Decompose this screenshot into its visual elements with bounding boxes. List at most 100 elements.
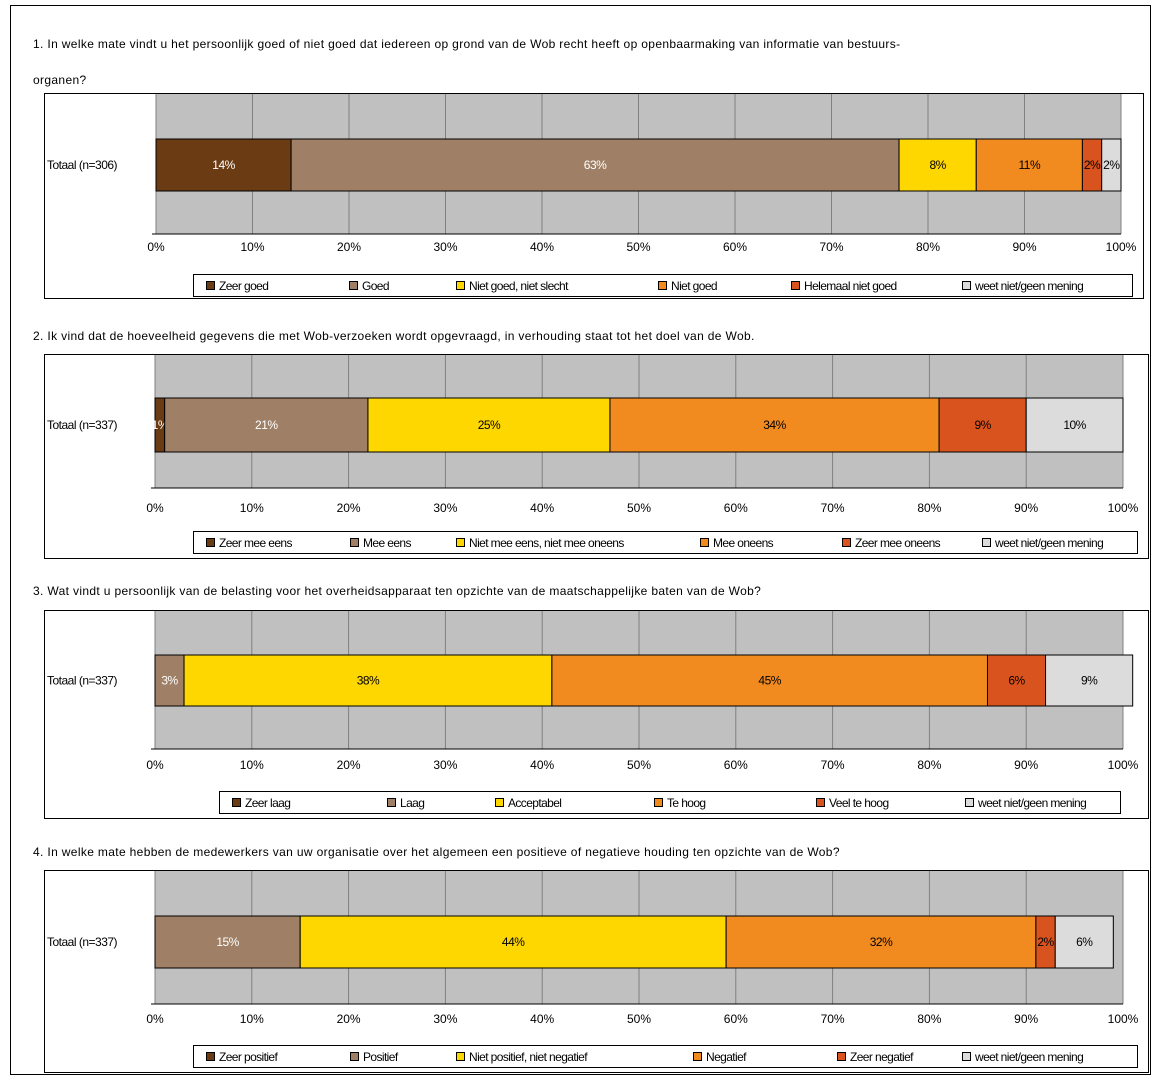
x-tick-label: 100%	[1106, 240, 1137, 254]
x-tick-label: 80%	[917, 758, 941, 772]
x-tick-label: 70%	[821, 1012, 845, 1026]
chart-1-plot: 14% 63% 8% 11% 2% 2% Totaal (n=306) 0% 10% 20% 30%…	[47, 94, 1137, 254]
legend-label: Positief	[363, 1049, 398, 1064]
legend-label: Goed	[362, 278, 390, 293]
x-tick-label: 30%	[433, 758, 457, 772]
legend-item: Laag	[387, 792, 425, 813]
legend-label: Acceptabel	[508, 795, 562, 810]
legend-label: Niet mee eens, niet mee oneens	[469, 535, 624, 550]
data-label: 6%	[1076, 935, 1093, 949]
legend-swatch	[206, 281, 215, 290]
legend-label: weet niet/geen mening	[975, 1049, 1084, 1064]
x-tick-label: 60%	[724, 1012, 748, 1026]
data-label: 9%	[1081, 674, 1098, 688]
legend-label: Mee eens	[363, 535, 412, 550]
x-tick-label: 20%	[337, 501, 361, 515]
x-tick-label: 90%	[1014, 1012, 1038, 1026]
bar-segment-6	[1025, 397, 1124, 453]
x-tick-label: 10%	[240, 758, 264, 772]
bar-segment-6	[1054, 915, 1114, 969]
x-tick-label: 0%	[146, 501, 164, 515]
legend-label: Laag	[400, 795, 425, 810]
legend-item: Zeer mee eens	[206, 532, 293, 553]
data-label: 44%	[502, 935, 525, 949]
legend-swatch	[842, 538, 851, 547]
x-tick-label: 40%	[530, 240, 554, 254]
x-tick-label: 100%	[1108, 1012, 1139, 1026]
data-label: 14%	[212, 158, 235, 172]
question-1-title-line-1: 1. In welke mate vindt u het persoonlijk…	[33, 37, 901, 51]
data-label: 2%	[1103, 158, 1120, 172]
legend-swatch	[962, 281, 971, 290]
legend-label: Veel te hoog	[829, 795, 889, 810]
data-label: 6%	[1008, 674, 1025, 688]
x-tick-label: 20%	[337, 240, 361, 254]
legend-label: Mee oneens	[713, 535, 774, 550]
legend-label: Niet goed	[671, 278, 718, 293]
legend-label: Niet positief, niet negatief	[469, 1049, 588, 1064]
category-label: Totaal (n=337)	[47, 935, 118, 949]
legend-swatch	[456, 1052, 465, 1061]
chart-1: 14% 63% 8% 11% 2% 2% Totaal (n=306) 0% 10% 20% 30%…	[44, 93, 1144, 299]
bar-segment-4	[551, 654, 988, 707]
bar-segment-6	[1101, 138, 1122, 192]
data-label: 8%	[929, 158, 946, 172]
x-tick-label: 60%	[723, 240, 747, 254]
legend-item: Zeer negatief	[837, 1046, 914, 1067]
legend-label: Helemaal niet goed	[804, 278, 897, 293]
bar-segment-6	[1045, 654, 1134, 707]
data-label: 2%	[1037, 935, 1054, 949]
bar-segment-2	[154, 915, 301, 969]
legend-item: Zeer laag	[232, 792, 291, 813]
x-tick-label: 70%	[819, 240, 843, 254]
x-tick-label: 60%	[724, 501, 748, 515]
legend-label: Niet goed, niet slecht	[469, 278, 568, 293]
x-tick-label: 20%	[337, 758, 361, 772]
chart-4-legend: Zeer positief Positief Niet positief, niet…	[193, 1045, 1138, 1068]
legend-swatch	[349, 281, 358, 290]
legend-label: Zeer goed	[219, 278, 269, 293]
legend-item: Negatief	[693, 1046, 747, 1067]
legend-label: weet niet/geen mening	[978, 795, 1087, 810]
x-tick-label: 0%	[146, 1012, 164, 1026]
x-tick-label: 70%	[821, 501, 845, 515]
legend-item: Niet goed	[658, 275, 718, 296]
x-tick-label: 10%	[240, 1012, 264, 1026]
x-tick-label: 70%	[821, 758, 845, 772]
legend-item: Zeer mee oneens	[842, 532, 941, 553]
legend-item: Te hoog	[654, 792, 706, 813]
legend-item: Niet positief, niet negatief	[456, 1046, 588, 1067]
category-label: Totaal (n=306)	[47, 158, 118, 172]
legend-swatch	[456, 538, 465, 547]
legend-item: Acceptabel	[495, 792, 562, 813]
chart-3-legend: Zeer laag Laag Acceptabel Te hoog Veel te ho…	[219, 791, 1121, 814]
data-label: 38%	[357, 674, 380, 688]
question-3-title: 3. Wat vindt u persoonlijk van de belast…	[33, 584, 762, 598]
chart-1-legend: Zeer goed Goed Niet goed, niet slecht Niet …	[193, 274, 1133, 297]
legend-swatch	[658, 281, 667, 290]
data-label: 15%	[216, 935, 239, 949]
legend-item: Niet mee eens, niet mee oneens	[456, 532, 624, 553]
legend-item: Positief	[350, 1046, 398, 1067]
category-label: Totaal (n=337)	[47, 418, 118, 432]
legend-label: weet niet/geen mening	[995, 535, 1104, 550]
legend-label: Zeer mee eens	[219, 535, 293, 550]
question-2-title: 2. Ik vind dat de hoeveelheid gegevens d…	[33, 329, 755, 343]
x-tick-label: 30%	[433, 240, 457, 254]
x-tick-label: 90%	[1014, 501, 1038, 515]
legend-swatch	[791, 281, 800, 290]
legend-swatch	[206, 1052, 215, 1061]
legend-label: Zeer laag	[245, 795, 291, 810]
x-tick-label: 40%	[530, 1012, 554, 1026]
x-tick-label: 40%	[530, 758, 554, 772]
x-tick-label: 40%	[530, 501, 554, 515]
legend-swatch	[965, 798, 974, 807]
legend-swatch	[962, 1052, 971, 1061]
data-label: 9%	[974, 418, 991, 432]
data-label: 32%	[870, 935, 893, 949]
legend-swatch	[816, 798, 825, 807]
x-tick-label: 90%	[1014, 758, 1038, 772]
legend-swatch	[700, 538, 709, 547]
data-label: 11%	[1019, 158, 1041, 172]
legend-item: Helemaal niet goed	[791, 275, 897, 296]
